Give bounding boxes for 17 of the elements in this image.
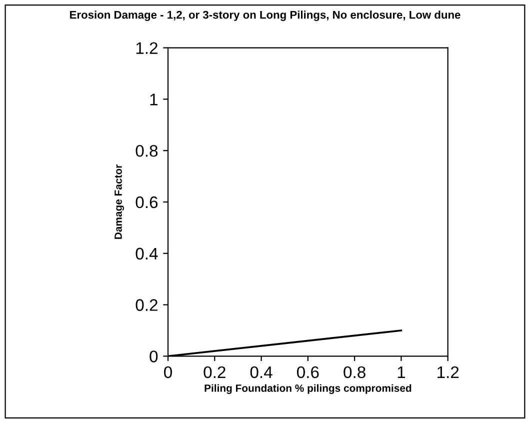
x-tick-label: 1 xyxy=(398,366,406,378)
y-tick-label: 1.2 xyxy=(136,42,158,54)
x-tick-label: 0.4 xyxy=(250,366,272,378)
y-tick-label: 0 xyxy=(150,350,158,362)
x-tick-label: 0.8 xyxy=(344,366,366,378)
y-tick-label: 0.8 xyxy=(136,144,158,157)
x-tick-label: 0 xyxy=(164,366,172,378)
x-tick-label: 0.2 xyxy=(204,366,226,378)
x-tick-label: 0.6 xyxy=(297,366,319,378)
chart-title: Erosion Damage - 1,2, or 3-story on Long Pilings, No enclosure, Low dune xyxy=(70,10,460,21)
y-tick-label: 0.4 xyxy=(136,248,158,260)
x-tick-label: 1.2 xyxy=(438,366,459,378)
x-axis-title: Piling Foundation % pilings compromised xyxy=(204,384,412,394)
y-axis-title: Damage Factor xyxy=(114,164,124,239)
y-tick-label: 0.6 xyxy=(136,196,158,208)
y-tick-label: 0.2 xyxy=(136,299,158,311)
y-tick-label: 1 xyxy=(150,94,158,106)
